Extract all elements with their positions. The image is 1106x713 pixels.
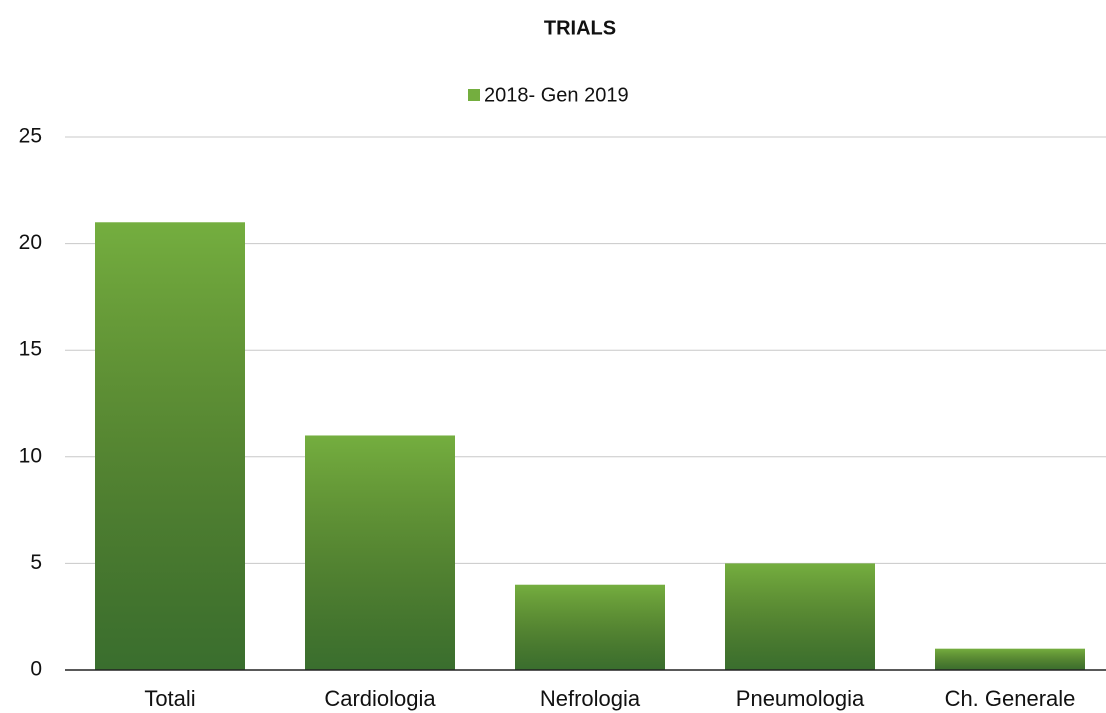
x-tick-label: Nefrologia (540, 686, 641, 711)
y-tick-label: 10 (19, 444, 42, 467)
x-tick-label: Pneumologia (736, 686, 865, 711)
y-tick-label: 15 (19, 338, 42, 361)
bar-shade (725, 563, 875, 670)
legend-swatch (468, 89, 480, 101)
y-tick-label: 5 (30, 551, 42, 574)
x-tick-label: Ch. Generale (945, 686, 1076, 711)
chart-title: TRIALS (544, 17, 616, 39)
y-tick-label: 20 (19, 231, 42, 254)
legend-label: 2018- Gen 2019 (484, 84, 629, 106)
x-tick-label: Totali (144, 686, 195, 711)
bar-shade (95, 222, 245, 670)
bar-shade (935, 648, 1085, 670)
y-tick-label: 25 (19, 125, 42, 148)
bar-shade (305, 435, 455, 670)
x-tick-label: Cardiologia (324, 686, 436, 711)
y-tick-label: 0 (30, 658, 42, 681)
bar-shade (515, 584, 665, 670)
